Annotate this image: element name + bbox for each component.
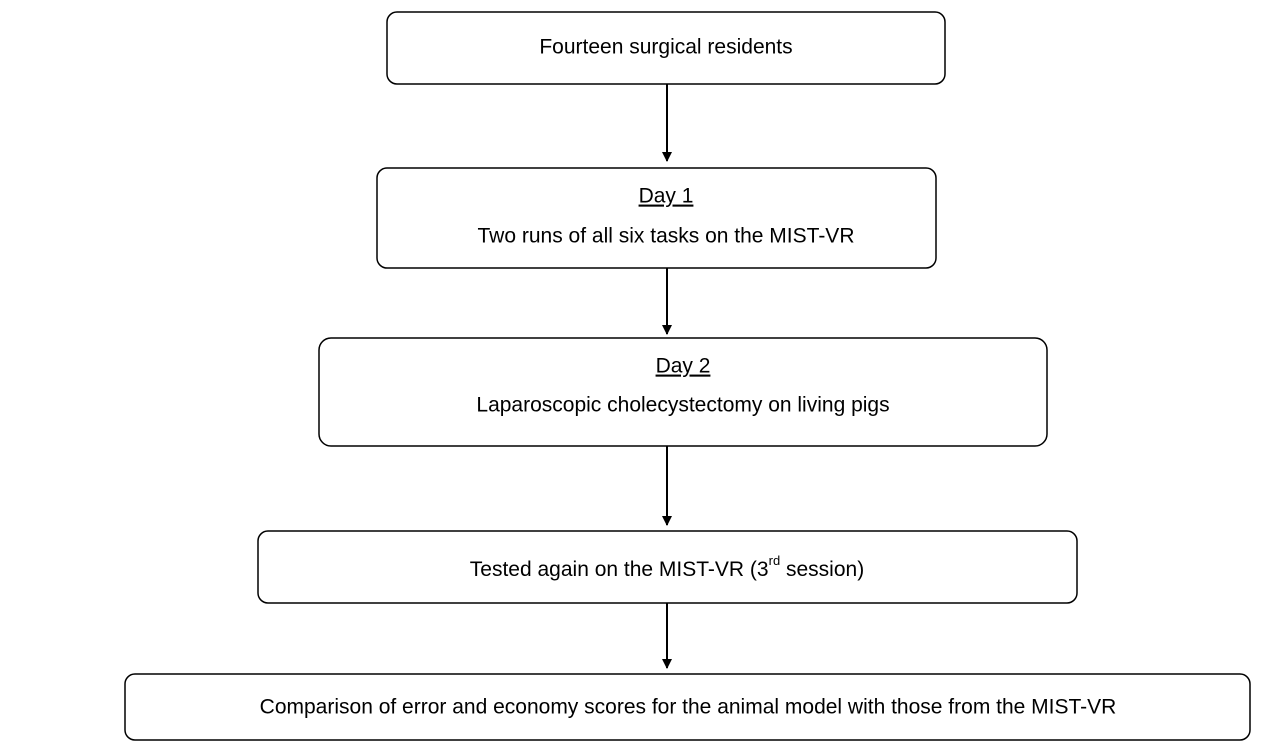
label-part: Tested again on the MIST-VR (3 xyxy=(470,558,769,581)
node-label: Fourteen surgical residents xyxy=(539,36,792,59)
node-box xyxy=(376,167,937,269)
label-part: session) xyxy=(780,558,864,581)
node-heading: Day 1 xyxy=(639,185,694,208)
node-heading: Day 2 xyxy=(656,355,711,378)
node-box xyxy=(318,337,1048,447)
label-superscript: rd xyxy=(769,553,781,568)
node-label: Comparison of error and economy scores f… xyxy=(260,696,1117,719)
node-label: Laparoscopic cholecystectomy on living p… xyxy=(476,394,889,417)
node-label: Two runs of all six tasks on the MIST-VR xyxy=(478,225,855,248)
node-label: Tested again on the MIST-VR (3rd session… xyxy=(470,553,864,580)
node-box xyxy=(124,673,1251,741)
